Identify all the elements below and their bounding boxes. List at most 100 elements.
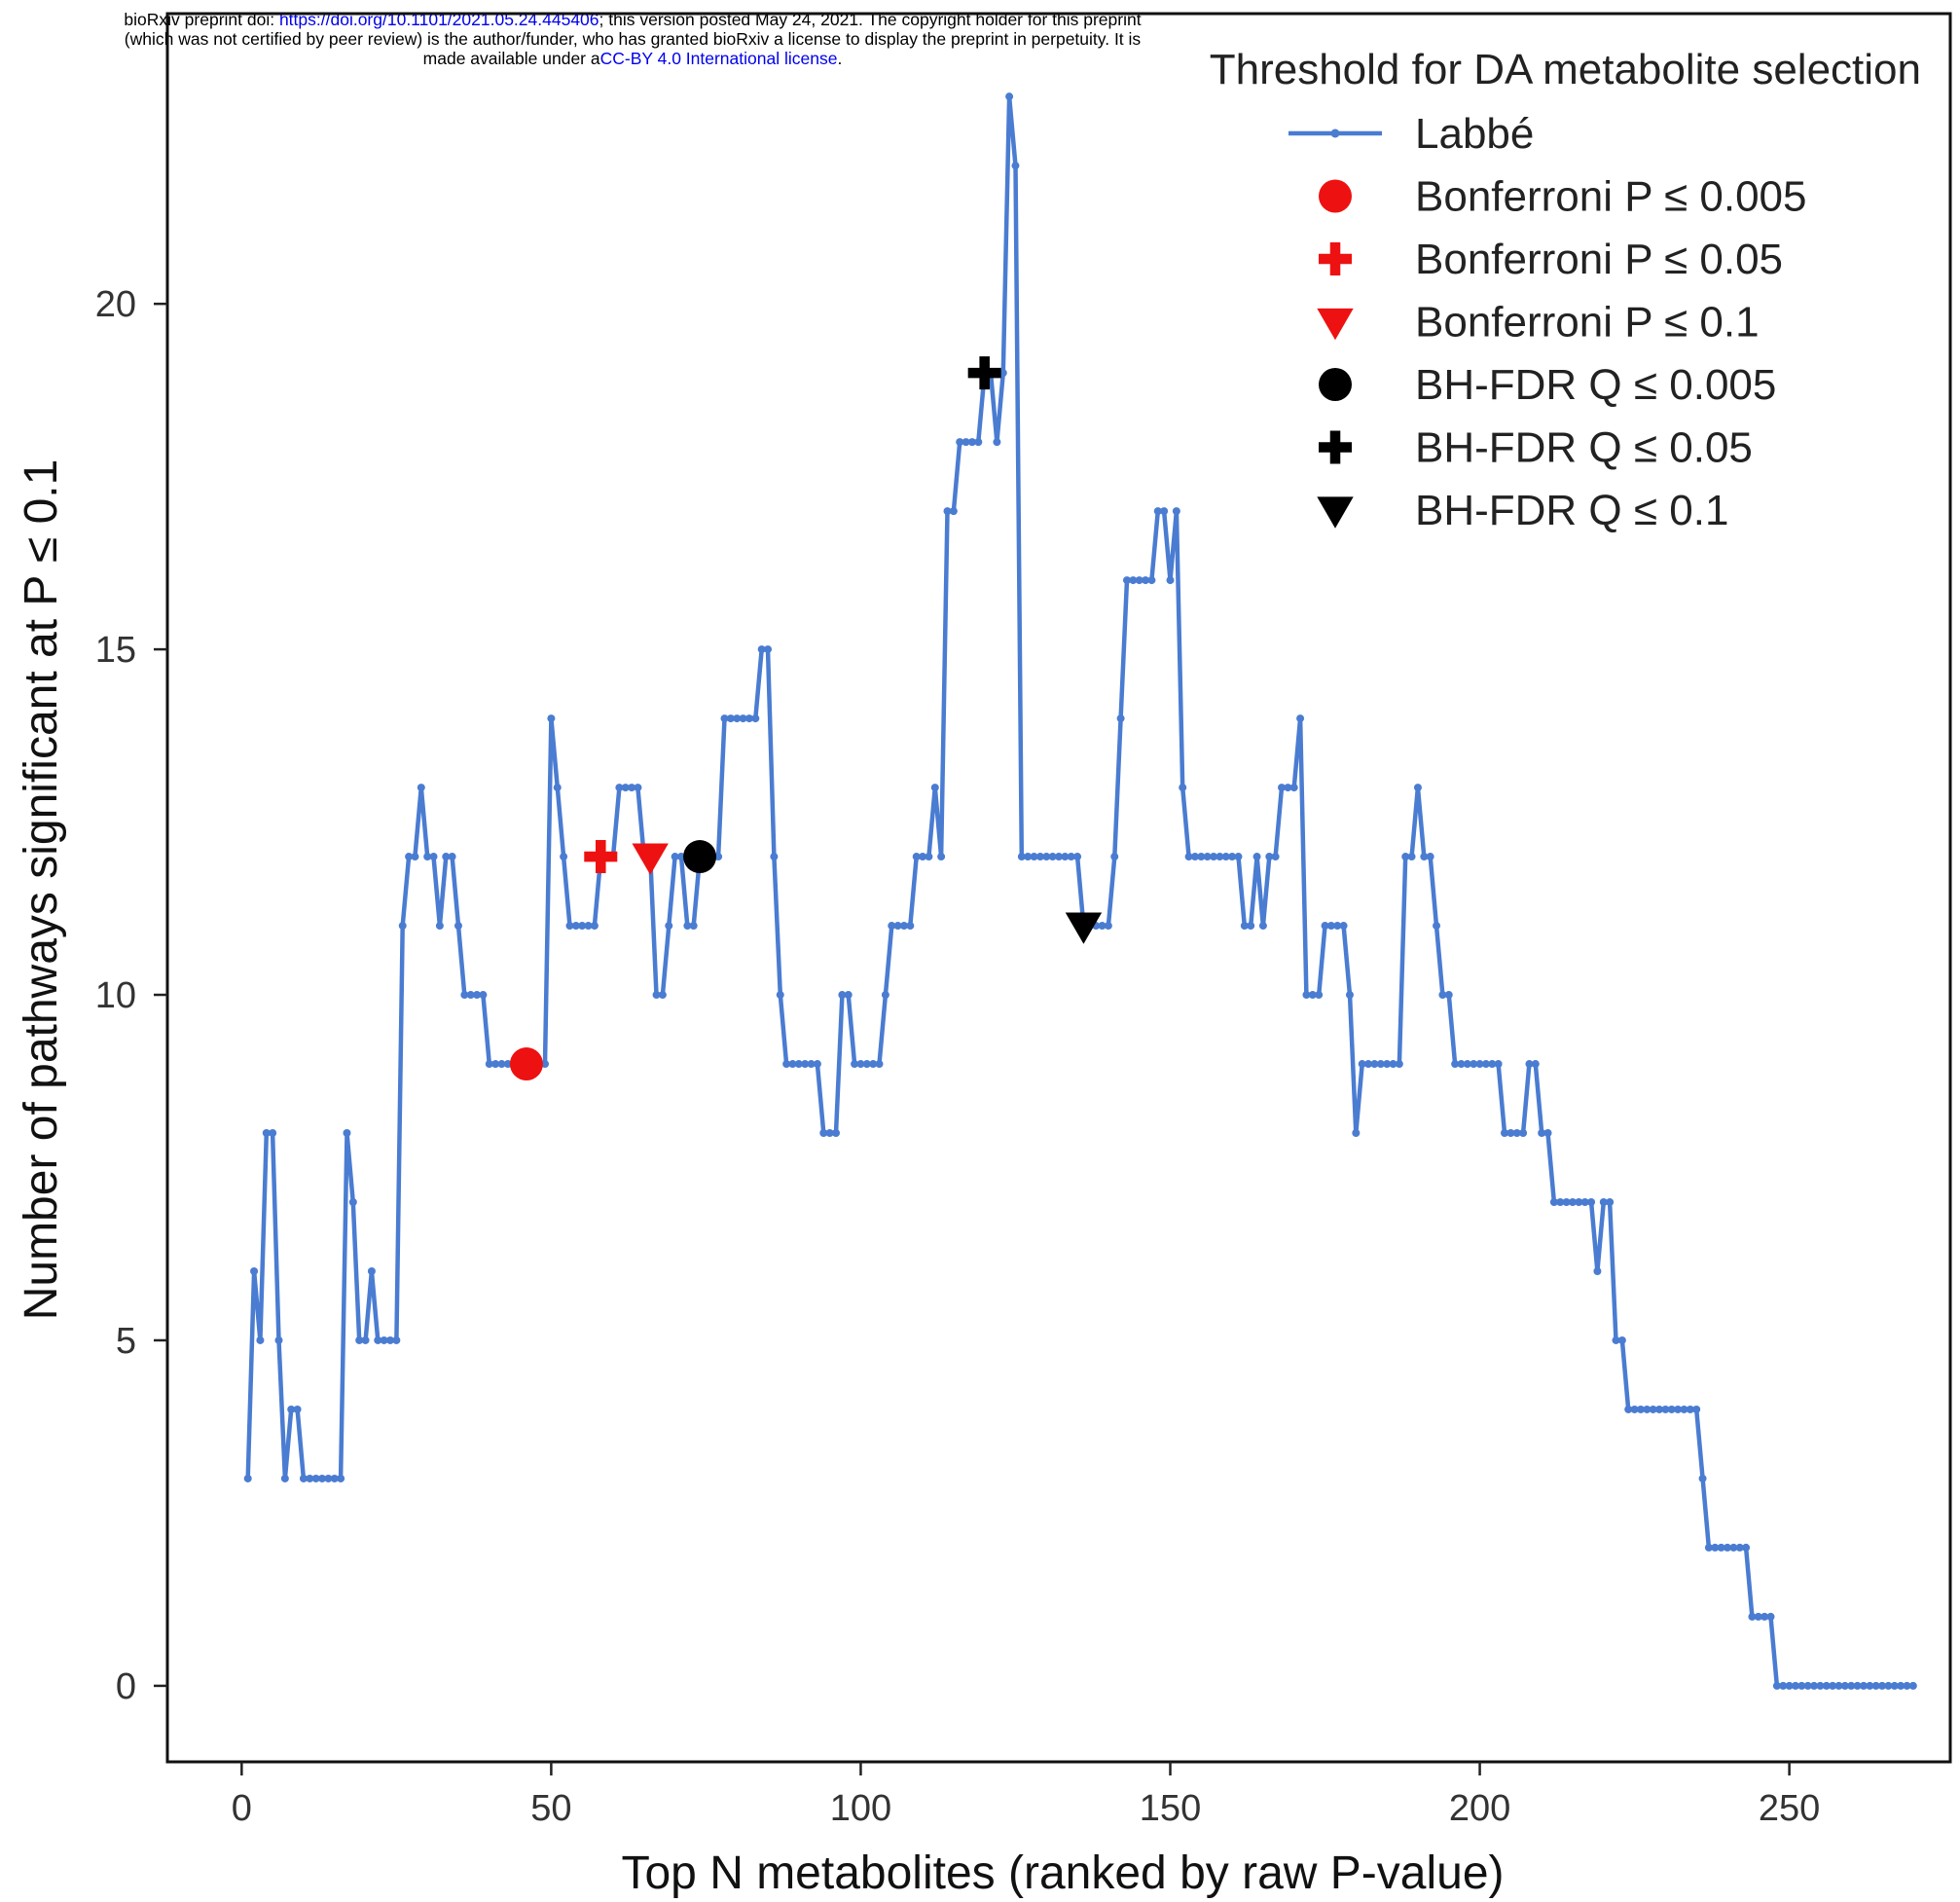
data-point xyxy=(274,1335,283,1344)
data-point xyxy=(676,853,685,861)
data-point xyxy=(956,438,964,447)
data-point xyxy=(429,853,438,861)
data-point xyxy=(1748,1612,1757,1621)
legend-marker-symbol xyxy=(1319,368,1352,401)
data-point xyxy=(658,991,667,1000)
data-point xyxy=(899,922,908,931)
legend-label: BH-FDR Q ≤ 0.1 xyxy=(1415,487,1728,534)
data-point xyxy=(1543,1129,1552,1138)
legend: Threshold for DA metabolite selection La… xyxy=(1210,46,1921,534)
legend-label: BH-FDR Q ≤ 0.05 xyxy=(1415,424,1753,472)
data-point xyxy=(1358,1060,1366,1069)
data-point xyxy=(770,853,779,861)
data-point xyxy=(825,1129,834,1138)
data-point xyxy=(1389,1060,1397,1069)
data-point xyxy=(998,369,1007,378)
data-point xyxy=(652,991,661,1000)
data-point xyxy=(782,1060,791,1069)
data-point xyxy=(949,507,958,516)
data-point xyxy=(1840,1681,1849,1690)
data-point xyxy=(1593,1266,1602,1275)
data-point xyxy=(1048,853,1057,861)
x-tick-label: 100 xyxy=(830,1788,891,1829)
data-point xyxy=(584,922,593,931)
data-point xyxy=(1005,92,1014,101)
data-point xyxy=(1184,853,1193,861)
data-point xyxy=(1098,922,1107,931)
data-point xyxy=(1129,576,1138,585)
x-tick-label: 50 xyxy=(530,1788,571,1829)
data-point xyxy=(1704,1543,1713,1552)
data-point xyxy=(1376,1060,1385,1069)
data-point xyxy=(1667,1405,1676,1413)
y-axis-title: Number of pathways significant at P ≤ 0.… xyxy=(16,459,67,1321)
threshold-marker xyxy=(584,840,618,874)
data-point xyxy=(1884,1681,1893,1690)
data-point xyxy=(739,714,747,723)
y-tick-label: 0 xyxy=(116,1666,136,1707)
data-point xyxy=(689,922,698,931)
data-point xyxy=(1258,922,1267,931)
data-point xyxy=(473,991,482,1000)
data-point xyxy=(442,853,451,861)
data-point xyxy=(269,1129,277,1138)
data-point xyxy=(485,1060,493,1069)
data-point xyxy=(813,1060,821,1069)
data-point xyxy=(1859,1681,1868,1690)
data-point xyxy=(1265,853,1274,861)
data-point xyxy=(491,1060,500,1069)
legend-label: Labbé xyxy=(1415,110,1534,158)
license-link[interactable]: CC-BY 4.0 International license xyxy=(599,49,838,68)
data-point xyxy=(1580,1197,1589,1206)
threshold-marker xyxy=(683,840,717,874)
legend-title: Threshold for DA metabolite selection xyxy=(1210,46,1921,93)
data-point xyxy=(1512,1129,1521,1138)
data-point xyxy=(1575,1197,1583,1206)
data-point xyxy=(1407,853,1416,861)
data-point xyxy=(844,991,853,1000)
data-point xyxy=(1525,1060,1534,1069)
data-point xyxy=(937,853,946,861)
data-point xyxy=(912,853,921,861)
data-point xyxy=(1147,576,1156,585)
data-point xyxy=(1352,1129,1361,1138)
data-point xyxy=(293,1405,302,1413)
data-point xyxy=(962,438,970,447)
data-point xyxy=(250,1266,259,1275)
data-point xyxy=(318,1474,327,1482)
data-point xyxy=(1568,1197,1577,1206)
plot-frame xyxy=(165,12,1952,1764)
legend-label: BH-FDR Q ≤ 0.005 xyxy=(1415,361,1776,409)
data-point xyxy=(1711,1543,1720,1552)
data-point xyxy=(1339,922,1348,931)
data-point xyxy=(733,714,742,723)
data-point xyxy=(1315,991,1324,1000)
x-axis: 0 50 100 150 200 250 xyxy=(232,1762,1820,1829)
legend-marker-symbol xyxy=(1317,496,1354,529)
data-point xyxy=(311,1474,320,1482)
threshold-markers xyxy=(509,356,1103,1081)
data-point xyxy=(1166,576,1175,585)
data-point xyxy=(423,853,432,861)
threshold-marker xyxy=(1065,912,1103,944)
data-point xyxy=(590,922,599,931)
preprint-line-3: made available under aCC-BY 4.0 Internat… xyxy=(0,49,1265,68)
data-point xyxy=(1785,1681,1794,1690)
x-axis-title: Top N metabolites (ranked by raw P-value… xyxy=(621,1847,1504,1899)
data-point xyxy=(479,991,488,1000)
data-point xyxy=(1549,1197,1558,1206)
data-point xyxy=(380,1335,388,1344)
data-point xyxy=(1153,507,1162,516)
data-point xyxy=(1221,853,1230,861)
data-point xyxy=(851,1060,859,1069)
data-point xyxy=(460,991,469,1000)
data-point xyxy=(776,991,784,1000)
data-point xyxy=(435,922,444,931)
preprint-line-2: (which was not certified by peer review)… xyxy=(124,29,1142,49)
data-point xyxy=(720,714,729,723)
data-point xyxy=(993,438,1001,447)
data-point xyxy=(801,1060,810,1069)
data-point xyxy=(1772,1681,1781,1690)
threshold-marker xyxy=(509,1047,543,1081)
data-point xyxy=(1401,853,1410,861)
